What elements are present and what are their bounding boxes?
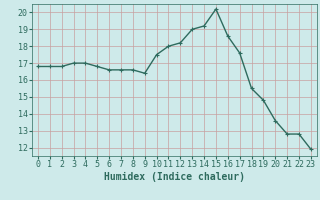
X-axis label: Humidex (Indice chaleur): Humidex (Indice chaleur): [104, 172, 245, 182]
